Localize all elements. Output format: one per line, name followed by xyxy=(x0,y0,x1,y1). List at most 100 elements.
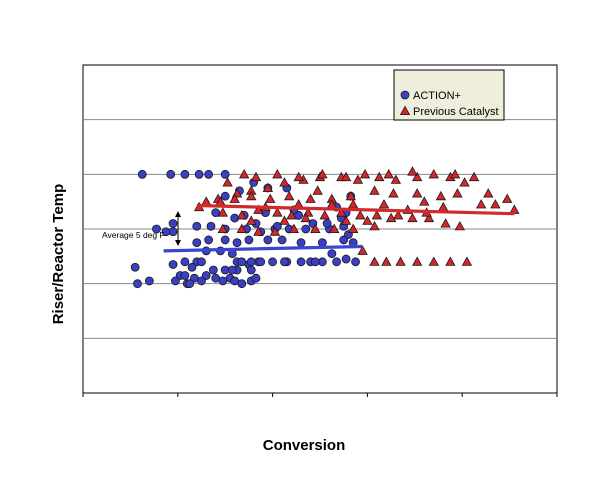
data-point-triangle xyxy=(236,210,247,220)
trendline-action-plus xyxy=(163,244,363,253)
data-point-circle xyxy=(268,257,278,267)
x-axis-title: Conversion xyxy=(263,437,346,454)
data-point-circle xyxy=(317,238,327,248)
data-point-circle xyxy=(237,279,247,289)
data-point-triangle xyxy=(502,193,513,203)
data-point-circle xyxy=(197,257,206,267)
legend-box xyxy=(393,69,505,121)
data-point-triangle xyxy=(217,207,229,217)
data-point-circle xyxy=(301,224,311,234)
data-point-circle xyxy=(220,169,230,179)
data-point-triangle xyxy=(449,169,461,179)
data-point-circle xyxy=(332,257,341,267)
data-point-circle xyxy=(180,271,190,280)
data-point-circle xyxy=(130,262,140,272)
data-point-triangle xyxy=(385,212,397,223)
data-point-triangle xyxy=(269,226,281,236)
data-point-triangle xyxy=(317,169,328,179)
data-point-triangle xyxy=(419,196,430,206)
trendlines xyxy=(163,203,515,253)
data-point-triangle xyxy=(305,193,316,203)
data-point-triangle xyxy=(428,256,439,266)
data-point-triangle xyxy=(236,223,247,234)
data-point-circle xyxy=(227,265,237,275)
data-point-triangle xyxy=(348,223,359,234)
data-point-triangle xyxy=(217,223,229,234)
data-point-triangle xyxy=(253,204,264,214)
data-point-triangle xyxy=(461,256,473,266)
data-point-triangle xyxy=(340,215,352,225)
data-point-triangle xyxy=(279,177,290,187)
data-point-circle xyxy=(322,219,332,228)
legend-circle-marker xyxy=(400,90,410,100)
legend-label-action: ACTION+ xyxy=(413,90,461,102)
data-point-circle xyxy=(187,262,197,272)
data-point-triangle xyxy=(475,199,487,209)
data-point-triangle xyxy=(452,188,463,198)
data-point-triangle xyxy=(468,171,480,182)
data-point-circle xyxy=(220,235,230,245)
data-point-triangle xyxy=(371,210,383,220)
series-previous-catalyst xyxy=(193,166,520,266)
arrow-head-up xyxy=(175,211,181,217)
data-point-triangle xyxy=(222,177,233,187)
data-point-circle xyxy=(166,169,176,179)
data-point-circle xyxy=(296,238,306,248)
data-point-circle xyxy=(232,238,242,248)
data-point-triangle xyxy=(300,212,311,223)
data-point-circle xyxy=(168,260,178,269)
data-point-triangle xyxy=(459,177,470,187)
data-point-triangle xyxy=(246,215,257,225)
data-point-triangle xyxy=(357,245,368,255)
data-point-circle xyxy=(251,273,261,283)
data-point-triangle xyxy=(286,210,297,220)
annotation-label: Average 5 deg F xyxy=(102,230,165,240)
data-point-triangle xyxy=(388,188,399,198)
data-point-circle xyxy=(161,227,171,237)
data-point-triangle xyxy=(329,223,340,234)
data-point-circle xyxy=(211,208,221,218)
data-point-circle xyxy=(144,276,154,286)
legend: ACTION+ Previous Catalyst xyxy=(393,69,505,121)
data-point-triangle xyxy=(369,185,380,195)
data-point-triangle xyxy=(440,218,451,228)
data-point-triangle xyxy=(340,171,352,182)
data-point-triangle xyxy=(336,207,347,217)
data-point-triangle xyxy=(284,190,295,201)
data-point-triangle xyxy=(265,193,276,203)
data-point-circle xyxy=(171,276,180,286)
data-point-circle xyxy=(246,265,256,275)
data-point-circle xyxy=(351,257,360,267)
data-point-triangle xyxy=(272,207,283,217)
data-point-triangle xyxy=(454,220,466,231)
data-point-circle xyxy=(208,265,218,275)
data-point-circle xyxy=(341,254,351,264)
data-point-circle xyxy=(152,224,161,234)
data-point-circle xyxy=(220,191,230,201)
data-point-triangle xyxy=(279,215,290,225)
data-point-circle xyxy=(197,276,206,286)
data-point-circle xyxy=(201,271,211,280)
data-point-triangle xyxy=(312,185,323,195)
data-point-triangle xyxy=(253,226,264,236)
data-point-triangle xyxy=(374,171,385,182)
data-point-circle xyxy=(137,169,147,179)
data-point-triangle xyxy=(383,169,394,179)
data-point-circle xyxy=(327,249,337,259)
trendline-previous-catalyst xyxy=(196,203,515,216)
data-point-circle xyxy=(168,219,178,228)
data-point-circle xyxy=(294,210,304,220)
x-axis-ticks xyxy=(82,393,558,397)
data-point-triangle xyxy=(428,169,439,179)
data-point-triangle xyxy=(310,223,321,234)
data-point-circle xyxy=(246,257,256,267)
data-point-circle xyxy=(204,169,214,179)
legend-label-previous: Previous Catalyst xyxy=(413,106,499,118)
data-point-triangle xyxy=(483,188,494,198)
data-point-triangle xyxy=(238,169,250,179)
data-point-triangle xyxy=(293,171,304,182)
data-point-circle xyxy=(280,257,289,267)
data-point-triangle xyxy=(435,190,447,201)
data-point-circle xyxy=(194,169,204,179)
